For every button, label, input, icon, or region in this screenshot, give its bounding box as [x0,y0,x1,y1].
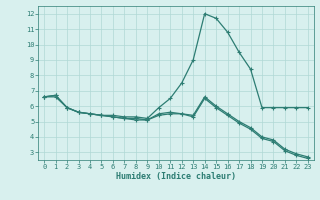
X-axis label: Humidex (Indice chaleur): Humidex (Indice chaleur) [116,172,236,181]
